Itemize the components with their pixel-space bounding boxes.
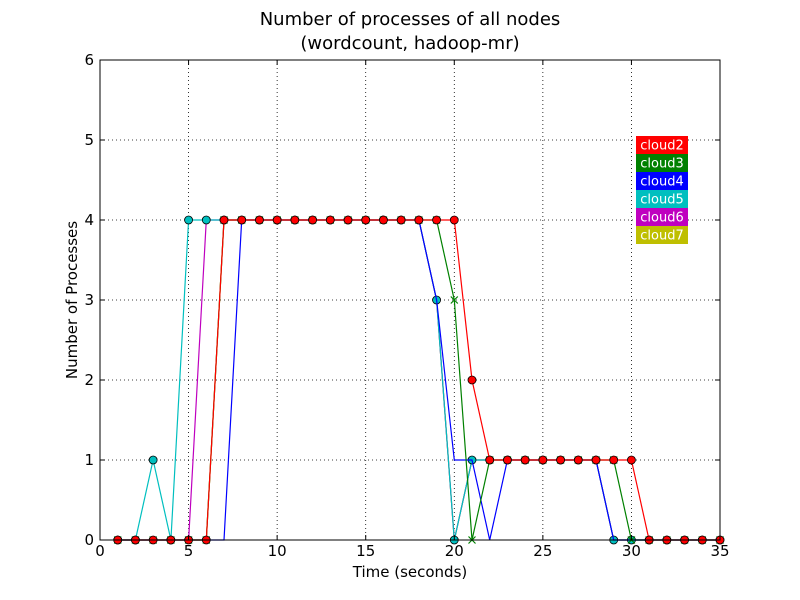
data-point-cloud3: [450, 296, 459, 304]
legend-label: cloud6: [640, 211, 683, 226]
data-point-cloud5: [184, 215, 193, 225]
y-tick-label: 5: [84, 131, 94, 149]
data-point-cloud2: [414, 215, 424, 225]
x-tick-label: 5: [184, 542, 194, 560]
x-axis-label: Time (seconds): [352, 563, 468, 581]
data-point-cloud2: [538, 455, 548, 465]
data-point-cloud2: [272, 215, 282, 225]
data-point-cloud2: [290, 215, 300, 225]
legend-swatch: [636, 190, 688, 208]
legend-swatch: [636, 154, 688, 172]
axis-ticks: 0 5 10 15 20 25 30 35 0 1 2 3 4 5 6: [84, 51, 729, 560]
data-point-cloud2: [573, 455, 583, 465]
x-tick-label: 20: [445, 542, 464, 560]
y-tick-label: 2: [84, 371, 94, 389]
data-point-cloud5: [148, 455, 158, 465]
y-axis-label: Number of Processes: [63, 221, 81, 379]
data-point-cloud2: [609, 455, 619, 465]
data-point-cloud2: [627, 455, 636, 465]
y-tick-label: 6: [84, 51, 94, 69]
data-point-cloud2: [325, 215, 335, 225]
legend-item-cloud3: cloud3: [636, 154, 688, 172]
legend-swatch: [636, 172, 688, 190]
data-point-cloud2: [396, 215, 406, 225]
x-tick-label: 10: [268, 542, 287, 560]
y-tick-label: 0: [84, 531, 94, 549]
y-tick-label: 4: [84, 211, 94, 229]
data-point-cloud2: [556, 455, 565, 465]
data-point-cloud2: [308, 215, 317, 225]
data-point-cloud2: [467, 375, 477, 385]
legend-item-cloud6: cloud6: [636, 208, 688, 226]
data-point-cloud2: [520, 455, 530, 465]
legend-label: cloud7: [640, 229, 683, 244]
legend-label: cloud3: [640, 157, 683, 172]
x-tick-label: 35: [710, 542, 729, 560]
y-tick-label: 1: [84, 451, 94, 469]
data-point-cloud2: [591, 455, 601, 465]
data-point-cloud2: [255, 215, 264, 225]
data-point-cloud2: [343, 215, 353, 225]
data-point-cloud2: [449, 215, 459, 225]
data-point-cloud2: [237, 215, 247, 225]
legend-item-cloud5: cloud5: [636, 190, 688, 208]
x-tick-label: 30: [622, 542, 641, 560]
legend-label: cloud4: [640, 175, 683, 190]
legend-item-cloud4: cloud4: [636, 172, 688, 190]
legend-label: cloud2: [640, 139, 683, 154]
legend-swatch: [636, 226, 688, 244]
legend-item-cloud7: cloud7: [636, 226, 688, 244]
legend-item-cloud2: cloud2: [636, 136, 688, 154]
data-point-cloud2: [503, 455, 512, 465]
data-point-cloud2: [485, 455, 495, 465]
data-point-cloud2: [361, 215, 371, 225]
x-tick-label: 15: [356, 542, 375, 560]
legend-swatch: [636, 136, 688, 154]
data-point-cloud2: [379, 215, 388, 225]
data-point-cloud2: [432, 215, 441, 225]
x-tick-label: 25: [533, 542, 552, 560]
legend: cloud2 cloud3 cloud4 cloud5 cloud6 cloud7: [636, 136, 688, 244]
y-tick-label: 3: [84, 291, 94, 309]
legend-swatch: [636, 208, 688, 226]
chart-subtitle: (wordcount, hadoop-mr): [300, 33, 519, 54]
legend-label: cloud5: [640, 193, 683, 208]
data-point-cloud2: [219, 215, 229, 225]
chart-title: Number of processes of all nodes: [260, 9, 561, 30]
x-tick-label: 0: [95, 542, 105, 560]
data-point-cloud5: [201, 215, 211, 225]
